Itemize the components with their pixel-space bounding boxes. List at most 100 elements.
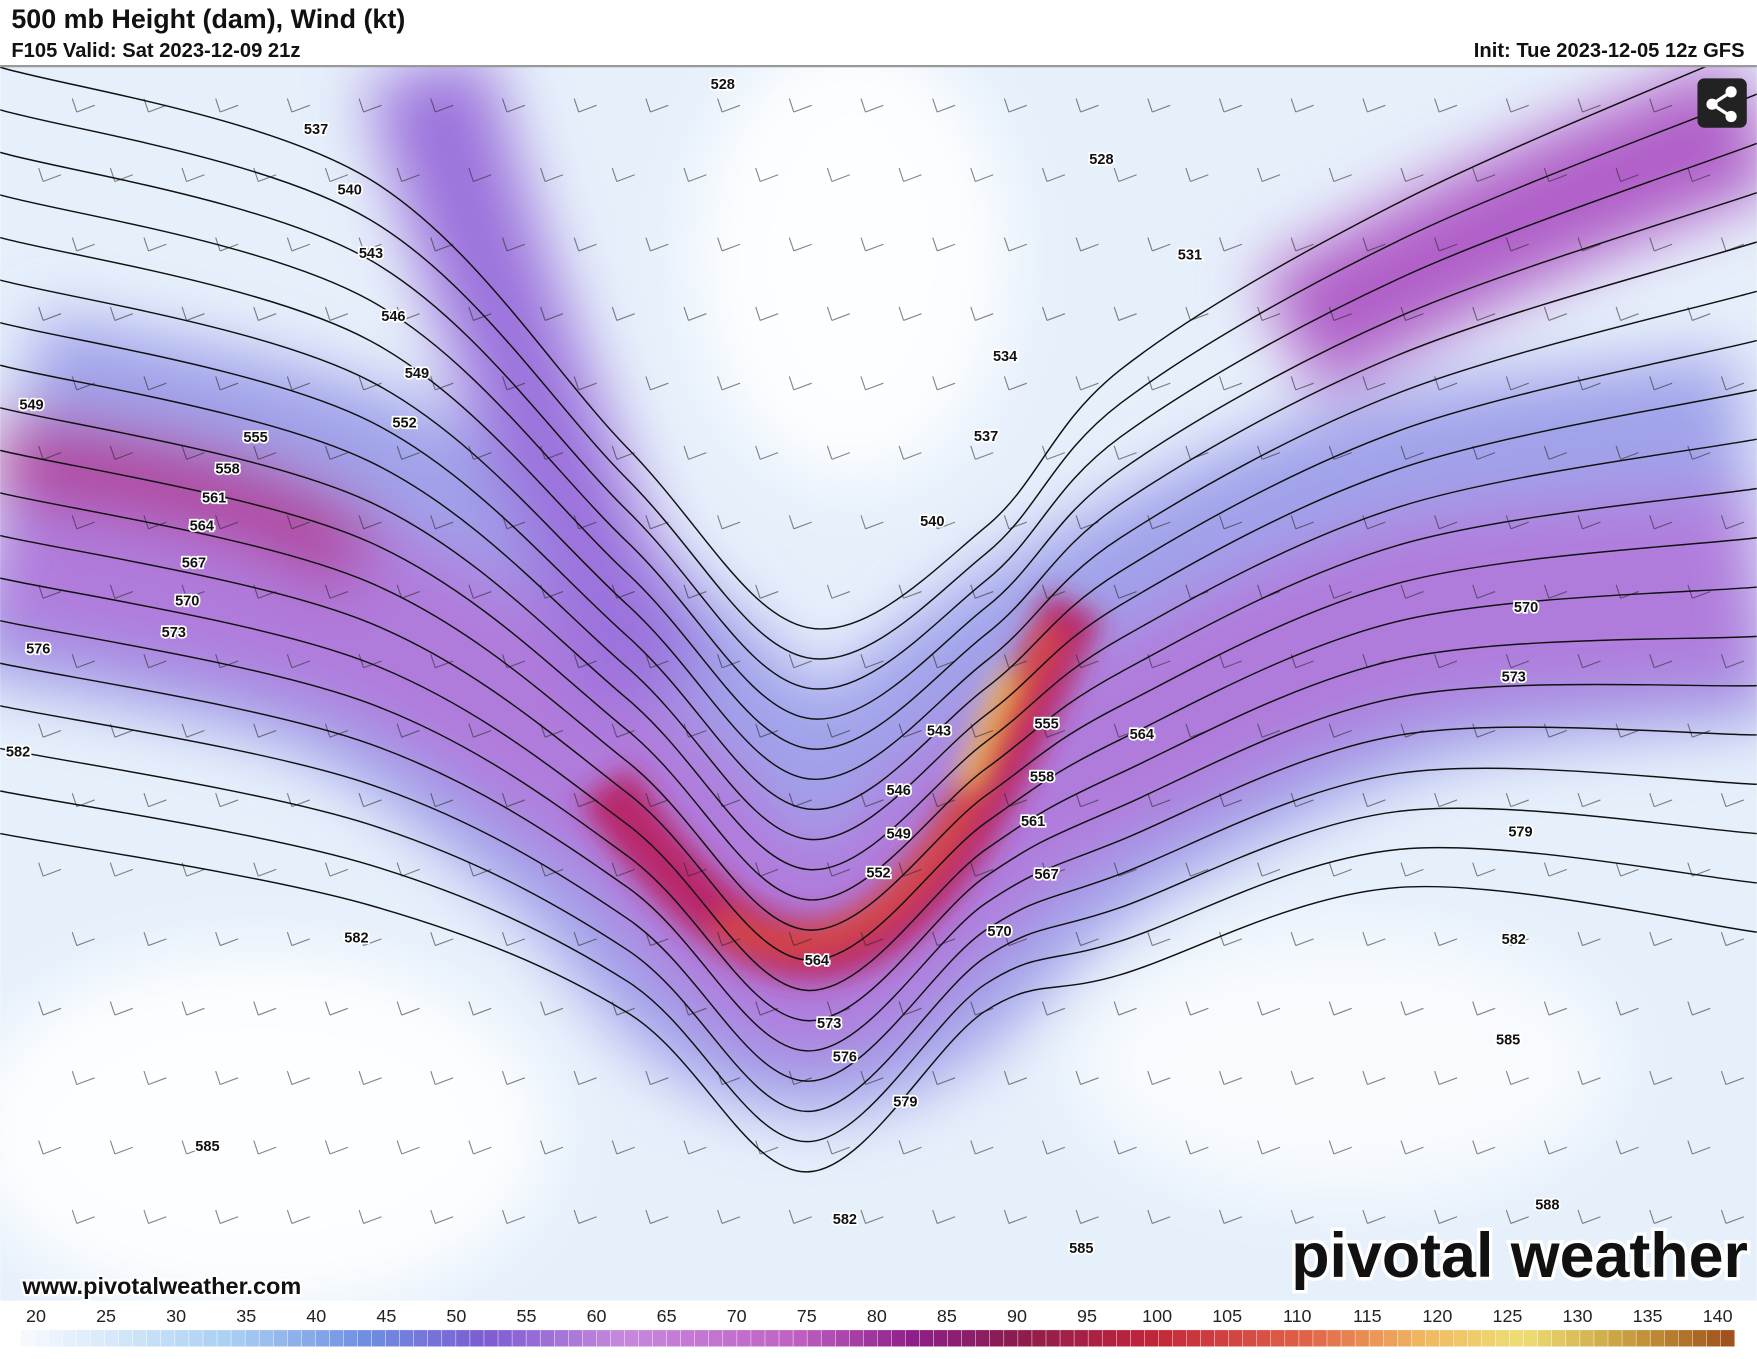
wind-barb xyxy=(1649,515,1673,530)
contour-line xyxy=(0,192,1757,720)
wind-barb xyxy=(1649,1070,1673,1086)
contour-line xyxy=(0,619,1757,1022)
colorbar-cell xyxy=(905,1329,921,1347)
contour-label: 540 xyxy=(338,182,362,198)
share-button[interactable] xyxy=(1697,78,1747,128)
contour-label: 570 xyxy=(987,924,1011,940)
wind-barb xyxy=(468,1140,492,1155)
wind-barb xyxy=(788,98,812,113)
contour-label: 585 xyxy=(195,1139,219,1155)
contour-line xyxy=(0,662,1757,1052)
wind-barb xyxy=(1687,445,1711,460)
contour-label: 558 xyxy=(215,461,239,477)
colorbar-cell xyxy=(1453,1329,1469,1347)
colorbar-cell xyxy=(188,1329,204,1347)
contour-label: 564 xyxy=(805,953,830,969)
colorbar-cell xyxy=(891,1329,907,1347)
wind-barb xyxy=(540,862,564,877)
wind-barb xyxy=(1434,98,1458,113)
wind-barb xyxy=(1505,793,1529,808)
wind-barb xyxy=(324,1001,349,1016)
wind-barb xyxy=(468,167,492,183)
colorbar-cell xyxy=(1340,1329,1356,1347)
wind-barb xyxy=(1400,306,1424,321)
colorbar-cell xyxy=(652,1329,668,1347)
contour-label: 546 xyxy=(381,309,405,325)
contour-label: 555 xyxy=(1034,717,1058,733)
wind-barb xyxy=(1577,98,1601,113)
wind-barb xyxy=(826,723,851,738)
wind-barb xyxy=(358,515,382,530)
wind-barb xyxy=(1075,376,1099,391)
wind-barb xyxy=(1257,723,1281,738)
wind-barb xyxy=(396,1140,420,1155)
wind-barb xyxy=(970,167,994,183)
wind-barb xyxy=(468,723,492,738)
colorbar-cell xyxy=(1706,1329,1721,1347)
wind-barb xyxy=(501,931,526,947)
wind-barb xyxy=(860,98,884,113)
colorbar-tick-label: 60 xyxy=(587,1306,607,1326)
colorbar-cell xyxy=(708,1329,724,1347)
wind-barb xyxy=(38,1001,62,1016)
wind-barb xyxy=(143,793,167,808)
contour-label: 582 xyxy=(833,1212,857,1228)
colorbar-cell xyxy=(806,1329,822,1347)
wind-barb xyxy=(253,862,277,877)
colorbar-cell xyxy=(1593,1329,1609,1347)
wind-barb xyxy=(932,1209,956,1224)
wind-barb xyxy=(1687,1140,1711,1155)
wind-barb xyxy=(1003,793,1028,808)
wind-barb xyxy=(1290,931,1314,947)
wind-barb xyxy=(430,1070,454,1086)
contour-label: 549 xyxy=(887,827,911,843)
wind-barb xyxy=(1218,1209,1243,1224)
colorbar-tick-label: 140 xyxy=(1703,1306,1733,1326)
colorbar-cell xyxy=(1158,1329,1173,1347)
wind-barb xyxy=(109,1140,133,1155)
wind-barb xyxy=(683,584,707,599)
wind-barb xyxy=(1218,931,1243,947)
wind-barb xyxy=(38,1140,62,1155)
colorbar-tick-label: 105 xyxy=(1212,1306,1242,1326)
title: 500 mb Height (dam), Wind (kt) xyxy=(11,4,405,34)
colorbar-cell xyxy=(568,1329,583,1347)
wind-barb xyxy=(788,237,812,252)
colorbar-cell xyxy=(1017,1329,1033,1347)
wind-barb xyxy=(1362,376,1386,391)
colorbar-cell xyxy=(1256,1329,1272,1347)
wind-barb xyxy=(1075,1070,1099,1086)
wind-barb xyxy=(1147,376,1171,391)
wind-barb xyxy=(611,306,635,321)
wind-barb xyxy=(286,931,310,947)
wind-barb xyxy=(1720,793,1745,808)
wind-barb xyxy=(1720,376,1745,391)
colorbar-cell xyxy=(1186,1329,1202,1347)
wind-barb xyxy=(683,306,707,321)
colorbar-cell xyxy=(1678,1329,1693,1347)
wind-barb xyxy=(358,376,382,391)
wind-barb xyxy=(286,98,310,113)
wind-barb xyxy=(573,1070,597,1086)
colorbar-cell xyxy=(20,1329,35,1347)
contour-label: 582 xyxy=(6,745,30,761)
wind-barb xyxy=(468,1001,492,1016)
contour-labels: 528 528 531 534 537 537 540 540 543 543 546 546 549 5… xyxy=(4,75,1561,1258)
wind-barb xyxy=(755,862,779,877)
wind-barb xyxy=(358,1209,382,1224)
colorbar-cell xyxy=(610,1329,626,1347)
wind-barb xyxy=(501,793,526,808)
colorbar-cell xyxy=(1509,1329,1525,1347)
contour-label: 564 xyxy=(190,518,215,534)
wind-barb xyxy=(717,376,741,391)
wind-barb xyxy=(109,306,133,321)
colorbar-cell xyxy=(511,1329,527,1347)
colorbar-tick-label: 110 xyxy=(1283,1306,1312,1326)
wind-barb xyxy=(1505,931,1529,947)
wind-barb xyxy=(898,1140,922,1155)
wind-barb xyxy=(430,1209,454,1224)
wind-barb xyxy=(573,793,597,808)
wind-barb xyxy=(1577,793,1601,808)
wind-barb xyxy=(430,98,454,113)
